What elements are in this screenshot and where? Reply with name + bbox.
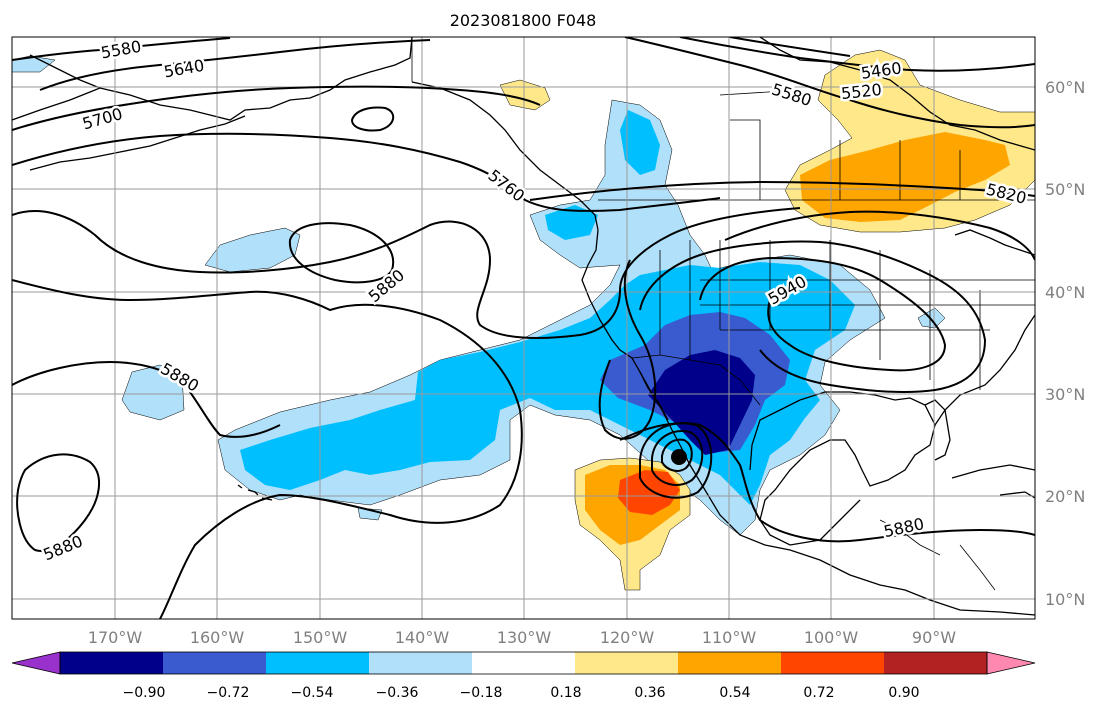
colorbar-segment bbox=[678, 652, 782, 674]
storm-center-marker bbox=[671, 449, 687, 465]
lon-label: 130°W bbox=[497, 628, 552, 647]
longitude-labels: 170°W 160°W 150°W 140°W 130°W 120°W 110°… bbox=[88, 628, 956, 647]
lat-label: 20°N bbox=[1045, 487, 1085, 506]
colorbar-tick-label: −0.54 bbox=[291, 685, 334, 701]
colorbar-tick-label: 0.54 bbox=[719, 685, 750, 701]
map-frame bbox=[11, 36, 1036, 620]
colorbar-tick-label: 0.72 bbox=[803, 685, 834, 701]
lon-label: 160°W bbox=[190, 628, 245, 647]
graticule bbox=[12, 37, 1035, 619]
lon-label: 170°W bbox=[88, 628, 143, 647]
lat-label: 50°N bbox=[1045, 180, 1085, 199]
colorbar-tick-label: −0.18 bbox=[460, 685, 503, 701]
lon-label: 150°W bbox=[293, 628, 348, 647]
lon-label: 120°W bbox=[600, 628, 655, 647]
colorbar-tick-label: 0.36 bbox=[634, 685, 665, 701]
lat-label: 10°N bbox=[1045, 590, 1085, 609]
colorbar-tick-label: −0.72 bbox=[207, 685, 250, 701]
political-borders bbox=[411, 37, 1035, 591]
colorbar-segment bbox=[472, 652, 576, 674]
colorbar-segment bbox=[884, 652, 988, 674]
colorbar-extend-outline bbox=[11, 651, 1036, 675]
lon-label: 110°W bbox=[702, 628, 757, 647]
colorbar: −0.90 −0.72 −0.54 −0.36 −0.18 0.18 0.36 … bbox=[11, 651, 1036, 701]
colorbar-segment bbox=[369, 652, 473, 674]
lon-label: 90°W bbox=[912, 628, 956, 647]
lon-label: 140°W bbox=[395, 628, 450, 647]
map-panel: 5580 5640 5700 5760 5880 5880 5880 5940 … bbox=[12, 37, 1035, 619]
colorbar-tick-label: 0.90 bbox=[888, 685, 919, 701]
colorbar-tick-label: −0.36 bbox=[376, 685, 419, 701]
figure-title: 2023081800 F048 bbox=[450, 11, 597, 30]
colorbar-tick-label: −0.90 bbox=[123, 685, 166, 701]
colorbar-segment bbox=[266, 652, 370, 674]
height-contours bbox=[12, 37, 1035, 619]
lon-label: 100°W bbox=[804, 628, 859, 647]
lat-label: 30°N bbox=[1045, 385, 1085, 404]
lat-label: 60°N bbox=[1045, 78, 1085, 97]
colorbar-segment bbox=[781, 652, 885, 674]
colorbar-segment bbox=[60, 652, 164, 674]
colorbar-segment bbox=[575, 652, 679, 674]
colorbar-segments bbox=[12, 651, 1035, 675]
colorbar-extend-high bbox=[987, 652, 1035, 674]
colorbar-segment bbox=[163, 652, 267, 674]
lat-label: 40°N bbox=[1045, 283, 1085, 302]
latitude-labels: 60°N 50°N 40°N 30°N 20°N 10°N bbox=[1045, 78, 1085, 609]
colorbar-extend-low bbox=[12, 652, 60, 674]
colorbar-tick-label: 0.18 bbox=[550, 685, 581, 701]
